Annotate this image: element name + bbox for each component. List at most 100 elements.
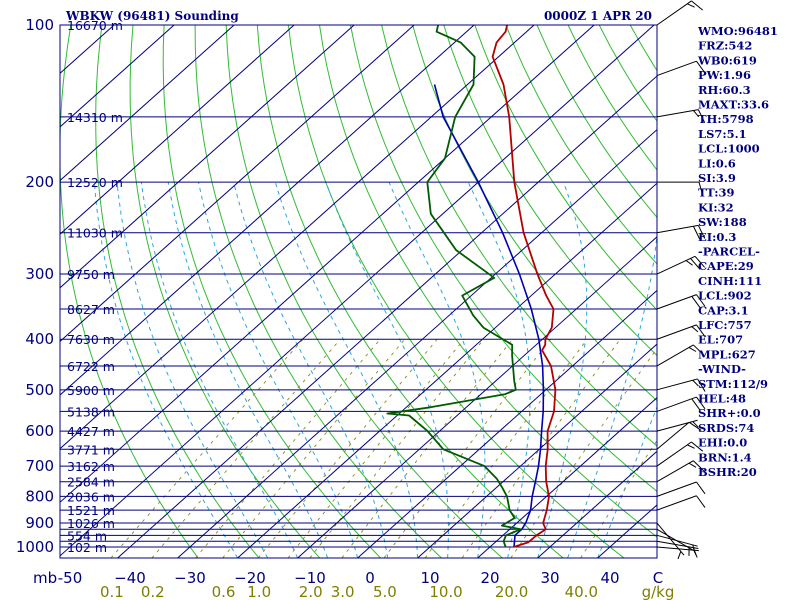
stability-index-item: BRN:1.4	[698, 450, 752, 464]
wind-barb	[656, 224, 706, 240]
moist-adiabat-line	[388, 181, 486, 558]
isotherm-line	[60, 25, 235, 182]
pressure-tick-label: 500	[25, 381, 54, 399]
stability-index-item: RH:60.3	[698, 83, 751, 97]
isotherm-line	[477, 397, 657, 558]
mixing-ratio-unit-label: g/kg	[642, 583, 675, 600]
isobar-grid	[60, 24, 657, 548]
stability-index-item: TT:39	[698, 186, 735, 200]
mixing-ratio-tick-label: 40.0	[565, 583, 598, 600]
height-tick-label: 7630 m	[67, 332, 115, 347]
pressure-tick-label: 200	[25, 173, 54, 191]
moist-adiabat-line	[274, 181, 419, 558]
mixing-ratio-line	[309, 338, 485, 558]
height-tick-label: 6722 m	[67, 359, 115, 374]
mixing-ratio-tick-label: 2.0	[299, 583, 323, 600]
isotherm-line	[417, 343, 657, 558]
height-tick-label: 1521 m	[67, 503, 115, 518]
dry-adiabat-line	[60, 25, 199, 558]
mixing-ratio-tick-label: 0.2	[141, 583, 165, 600]
stability-index-item: TH:5798	[698, 112, 754, 126]
pressure-tick-label: 800	[25, 487, 54, 505]
temperature-tick-label: 10	[420, 569, 439, 587]
stability-index-item: LI:0.6	[698, 156, 736, 170]
mixing-ratio-tick-label: 3.0	[331, 583, 355, 600]
dry-adiabat-line	[162, 25, 381, 558]
isotherm-line	[60, 25, 595, 503]
isotherm-line	[177, 128, 657, 558]
mixing-ratio-line	[195, 338, 381, 558]
pressure-unit-label: mb	[33, 569, 57, 587]
stability-index-item: LFC:757	[698, 318, 752, 332]
mixing-ratio-line	[151, 338, 341, 558]
moist-adiabat-line	[140, 182, 299, 558]
isotherm-line	[537, 450, 657, 558]
parcel-path-line	[433, 84, 545, 547]
mixing-ratio-tick-label: 0.1	[100, 583, 124, 600]
height-tick-label: 11030 m	[67, 226, 123, 241]
mixing-ratio-line	[287, 338, 465, 558]
temperature-tick-label: −10	[294, 569, 326, 587]
mixing-ratio-tick-label: 1.0	[247, 583, 271, 600]
stability-index-item: WMO:96481	[697, 24, 778, 38]
mixing-ratio-line	[510, 347, 657, 558]
isotherm-line	[117, 75, 657, 558]
wind-barb	[656, 344, 705, 367]
stability-index-item: FRZ:542	[698, 39, 752, 53]
wind-barb	[656, 441, 704, 467]
wind-barb	[656, 378, 706, 392]
dry-adiabat-line	[350, 25, 657, 492]
wind-barb	[656, 528, 694, 556]
wind-barb	[656, 495, 706, 511]
sounding-time: 0000Z 1 APR 20	[544, 9, 652, 23]
stability-index-item: LCL:1000	[698, 142, 760, 156]
stability-index-item: BSHR:20	[698, 465, 757, 479]
moist-adiabat-line	[567, 229, 657, 558]
dry-adiabat-line	[194, 25, 442, 558]
wind-barb	[656, 255, 705, 275]
stability-index-item: KI:32	[698, 200, 734, 214]
height-tick-label: 3771 m	[67, 442, 115, 457]
stability-index-list: WMO:96481FRZ:542WB0:619PW:1.96RH:60.3MAX…	[697, 24, 778, 479]
height-tick-label: 9750 m	[67, 267, 115, 282]
mixing-ratio-line	[383, 338, 551, 558]
temperature-tick-label: 20	[480, 569, 499, 587]
temperature-tick-label: 40	[600, 569, 619, 587]
temperature-line	[491, 25, 557, 548]
stability-index-item: EI:0.3	[698, 230, 736, 244]
moist-adiabat-line	[537, 181, 588, 558]
pressure-tick-label: 900	[25, 514, 54, 532]
stability-index-item: CAP:3.1	[698, 303, 749, 317]
wind-barb	[656, 109, 706, 123]
height-tick-label: 554 m	[67, 528, 107, 543]
stability-index-item: STM:112/9	[698, 377, 768, 391]
dry-adiabat-line	[225, 25, 503, 558]
dry-adiabat-line	[505, 25, 657, 265]
stability-index-item: CINH:111	[698, 274, 762, 288]
stability-index-item: SW:188	[698, 215, 747, 229]
wind-barb	[656, 419, 699, 432]
stability-index-item: MPL:627	[698, 347, 756, 361]
mixing-ratio-tick-label: 5.0	[373, 583, 397, 600]
pressure-tick-label: 100	[25, 16, 54, 34]
dry-adiabat-line	[129, 25, 321, 558]
stability-index-item: HEL:48	[698, 392, 746, 406]
height-tick-label: 8627 m	[67, 302, 115, 317]
temperature-tick-label: -50	[58, 569, 83, 587]
stability-index-item: PW:1.96	[698, 68, 751, 82]
isotherm-line	[237, 182, 657, 558]
wind-barb	[656, 522, 685, 560]
pressure-tick-label: 400	[25, 330, 54, 348]
mixing-ratio-tick-label: 10.0	[429, 583, 462, 600]
dry-adiabat-line	[319, 25, 657, 538]
isotherm-line	[60, 25, 175, 128]
pressure-tick-label: 600	[25, 422, 54, 440]
wind-barb	[656, 0, 704, 26]
mixing-ratio-tick-label: 0.6	[212, 583, 236, 600]
moist-adiabat-line	[233, 181, 389, 558]
stability-index-item: SHR+:0.0	[698, 406, 761, 420]
height-tick-label: 5138 m	[67, 404, 115, 419]
moist-adiabat-line	[325, 181, 449, 558]
height-tick-label: 5900 m	[67, 383, 115, 398]
